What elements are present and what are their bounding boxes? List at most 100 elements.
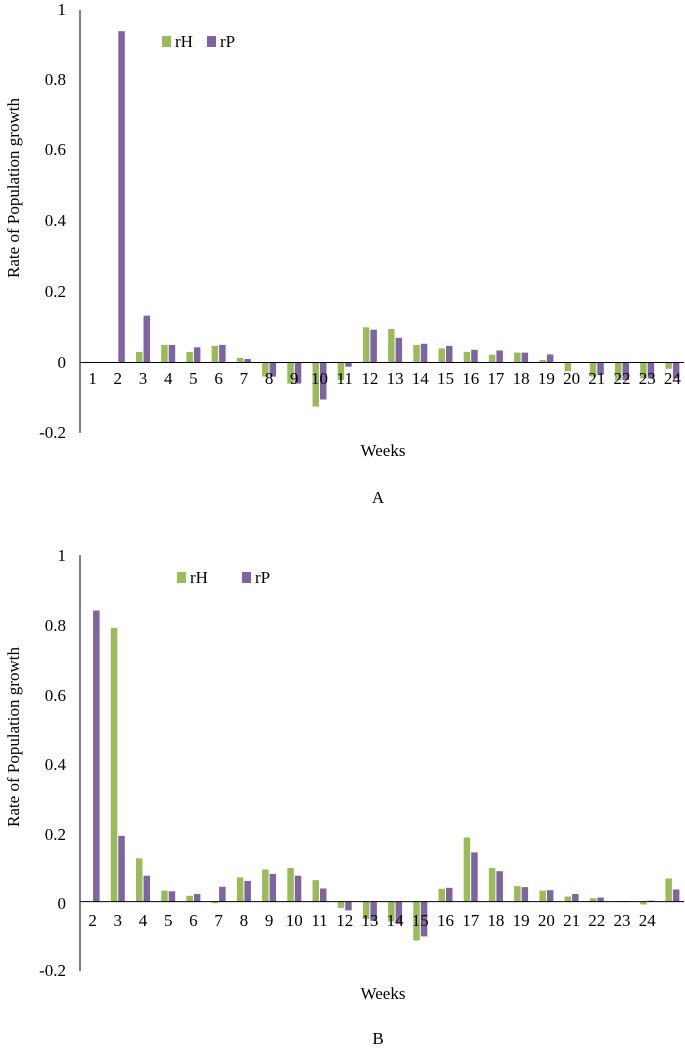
x-tick-label: 13 bbox=[387, 369, 404, 388]
legend-swatch-rp bbox=[207, 36, 216, 47]
x-tick-label: 5 bbox=[164, 911, 173, 930]
bar-rp bbox=[647, 900, 655, 902]
legend-label-rp: rP bbox=[255, 568, 270, 587]
y-tick-label: 0.6 bbox=[45, 686, 66, 705]
bar-rh bbox=[362, 901, 370, 919]
bar-rh bbox=[463, 351, 471, 363]
bar-rh bbox=[161, 890, 168, 902]
x-tick-label: 4 bbox=[139, 911, 148, 930]
y-tick-label: 0 bbox=[58, 353, 67, 372]
bar-rp bbox=[320, 362, 327, 400]
x-tick-label: 21 bbox=[588, 369, 605, 388]
bar-rh bbox=[589, 898, 597, 902]
y-tick-label: 0.4 bbox=[45, 211, 67, 230]
x-tick-label: 19 bbox=[513, 911, 530, 930]
x-tick-label: 20 bbox=[538, 911, 555, 930]
bar-rp bbox=[420, 343, 428, 363]
x-tick-label: 18 bbox=[487, 911, 504, 930]
x-tick-label: 11 bbox=[337, 369, 353, 388]
legend-swatch-rh bbox=[177, 572, 186, 583]
legend-swatch-rp bbox=[242, 572, 251, 583]
bars bbox=[93, 610, 680, 941]
bar-rh bbox=[236, 877, 244, 902]
chart-panel-a: -0.2 0 0.2 0.4 0.6 0.8 1 Rate of Populat… bbox=[4, 0, 684, 507]
bar-rh bbox=[589, 362, 597, 377]
x-tick-label: 3 bbox=[139, 369, 148, 388]
bar-rh bbox=[337, 901, 345, 908]
bar-rh bbox=[640, 901, 647, 905]
bar-rp bbox=[672, 889, 680, 902]
bar-rp bbox=[471, 852, 478, 902]
bar-rp bbox=[546, 354, 554, 363]
bar-rp bbox=[219, 344, 226, 363]
x-tick-label: 17 bbox=[462, 911, 480, 930]
bar-rp bbox=[244, 880, 251, 902]
chart-panel-b: -0.2 0 0.2 0.4 0.6 0.8 1 Rate of Populat… bbox=[4, 546, 684, 1048]
x-tick-label: 16 bbox=[462, 369, 479, 388]
x-tick-label: 2 bbox=[114, 369, 123, 388]
y-tick-label: 1 bbox=[58, 546, 67, 565]
x-tick-label: 17 bbox=[487, 369, 505, 388]
bar-rp bbox=[597, 362, 604, 375]
x-tick-label: 6 bbox=[189, 911, 198, 930]
bar-rp bbox=[345, 362, 352, 367]
bars bbox=[118, 31, 680, 407]
bar-rp bbox=[496, 871, 503, 902]
bar-rh bbox=[337, 362, 345, 381]
bar-rh bbox=[615, 362, 622, 381]
bar-rh bbox=[136, 858, 143, 902]
panel-label: B bbox=[372, 1029, 383, 1048]
x-tick-label: 16 bbox=[437, 911, 454, 930]
bar-rh bbox=[211, 345, 219, 363]
y-tick-label: -0.2 bbox=[39, 423, 66, 442]
x-tick-label: 23 bbox=[614, 911, 631, 930]
x-tick-label: 19 bbox=[538, 369, 555, 388]
bar-rp bbox=[647, 362, 655, 379]
bar-rh bbox=[186, 351, 193, 363]
bar-rp bbox=[521, 887, 529, 902]
y-tick-label: 0.8 bbox=[45, 616, 66, 635]
bar-rp bbox=[269, 362, 277, 377]
x-tick-label: 22 bbox=[614, 369, 631, 388]
y-axis-ticks: -0.2 0 0.2 0.4 0.6 0.8 1 bbox=[39, 0, 66, 442]
bar-rh bbox=[463, 837, 471, 902]
x-tick-label: 23 bbox=[639, 369, 656, 388]
bar-rp bbox=[93, 610, 100, 902]
bar-rh bbox=[388, 329, 395, 363]
bar-rp bbox=[168, 344, 176, 363]
bar-rh bbox=[287, 868, 294, 902]
bar-rh bbox=[312, 880, 319, 902]
bar-rp bbox=[672, 362, 680, 379]
x-tick-label: 4 bbox=[164, 369, 173, 388]
bar-rh bbox=[287, 362, 294, 384]
x-tick-label: 7 bbox=[240, 369, 249, 388]
x-tick-label: 10 bbox=[311, 369, 328, 388]
bar-rh bbox=[161, 344, 168, 363]
x-tick-label: 14 bbox=[387, 911, 405, 930]
bar-rh bbox=[413, 344, 420, 363]
bar-rh bbox=[539, 890, 546, 902]
x-tick-label: 13 bbox=[361, 911, 378, 930]
bar-rp bbox=[471, 349, 478, 363]
bar-rp bbox=[395, 337, 403, 363]
bar-rp bbox=[118, 31, 125, 363]
y-tick-label: 0.4 bbox=[45, 755, 67, 774]
bar-rp bbox=[597, 897, 604, 902]
bar-rp bbox=[446, 887, 453, 902]
y-tick-label: 0.2 bbox=[45, 825, 66, 844]
bar-rh bbox=[488, 868, 496, 902]
x-tick-label: 5 bbox=[189, 369, 198, 388]
bar-rh bbox=[186, 895, 193, 902]
bar-rp bbox=[219, 886, 226, 902]
x-tick-label: 2 bbox=[88, 911, 97, 930]
x-axis-title: Weeks bbox=[361, 441, 406, 460]
x-tick-label: 24 bbox=[639, 911, 657, 930]
legend-label-rh: rH bbox=[175, 32, 193, 51]
bar-rp bbox=[345, 901, 352, 911]
legend-swatch-rh bbox=[162, 36, 171, 47]
bar-rp bbox=[294, 875, 302, 902]
y-tick-label: -0.2 bbox=[39, 961, 66, 980]
bar-rp bbox=[446, 345, 453, 363]
bar-rp bbox=[269, 873, 277, 902]
